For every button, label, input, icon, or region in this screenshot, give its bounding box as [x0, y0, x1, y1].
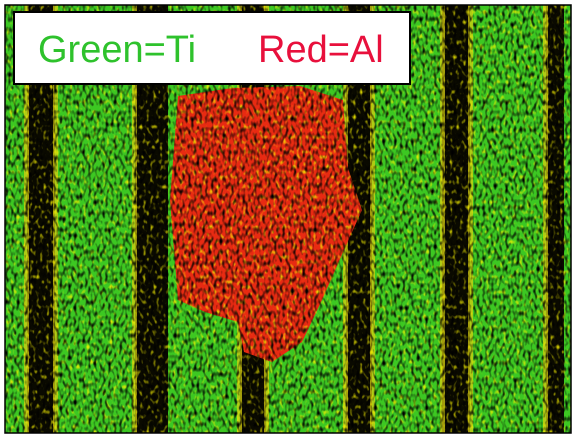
- legend-ti: Green=Ti: [38, 29, 196, 71]
- page: Green=Ti Red=Al (() => { const data = JS…: [0, 0, 576, 439]
- legend-al: Red=Al: [258, 29, 384, 71]
- element-map: Green=Ti Red=Al: [0, 0, 576, 439]
